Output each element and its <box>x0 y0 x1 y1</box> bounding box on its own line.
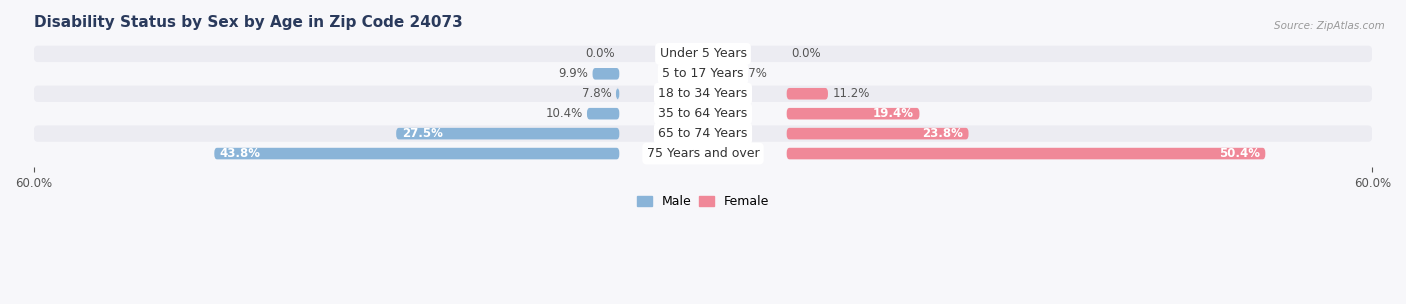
FancyBboxPatch shape <box>592 68 619 80</box>
Text: 43.8%: 43.8% <box>219 147 262 160</box>
FancyBboxPatch shape <box>34 85 1372 102</box>
Text: 7.8%: 7.8% <box>582 87 612 100</box>
FancyBboxPatch shape <box>703 68 733 80</box>
Text: 2.7%: 2.7% <box>738 67 768 80</box>
Text: Disability Status by Sex by Age in Zip Code 24073: Disability Status by Sex by Age in Zip C… <box>34 15 463 30</box>
FancyBboxPatch shape <box>214 148 619 159</box>
FancyBboxPatch shape <box>34 126 1372 142</box>
Text: 75 Years and over: 75 Years and over <box>647 147 759 160</box>
Text: 9.9%: 9.9% <box>558 67 588 80</box>
FancyBboxPatch shape <box>787 108 920 119</box>
Text: 10.4%: 10.4% <box>546 107 582 120</box>
Text: 0.0%: 0.0% <box>792 47 821 60</box>
Text: 5 to 17 Years: 5 to 17 Years <box>662 67 744 80</box>
Text: 50.4%: 50.4% <box>1219 147 1260 160</box>
FancyBboxPatch shape <box>787 148 1265 159</box>
FancyBboxPatch shape <box>396 128 619 140</box>
Text: 19.4%: 19.4% <box>873 107 914 120</box>
Text: 11.2%: 11.2% <box>832 87 870 100</box>
Text: Under 5 Years: Under 5 Years <box>659 47 747 60</box>
FancyBboxPatch shape <box>787 88 828 99</box>
Text: 18 to 34 Years: 18 to 34 Years <box>658 87 748 100</box>
Text: 23.8%: 23.8% <box>922 127 963 140</box>
FancyBboxPatch shape <box>34 46 1372 62</box>
FancyBboxPatch shape <box>787 128 969 140</box>
FancyBboxPatch shape <box>616 88 619 99</box>
FancyBboxPatch shape <box>34 66 1372 82</box>
Text: Source: ZipAtlas.com: Source: ZipAtlas.com <box>1274 21 1385 31</box>
Text: 0.0%: 0.0% <box>585 47 614 60</box>
FancyBboxPatch shape <box>586 108 619 119</box>
FancyBboxPatch shape <box>34 145 1372 162</box>
Text: 65 to 74 Years: 65 to 74 Years <box>658 127 748 140</box>
Legend: Male, Female: Male, Female <box>631 190 775 213</box>
Text: 35 to 64 Years: 35 to 64 Years <box>658 107 748 120</box>
FancyBboxPatch shape <box>34 105 1372 122</box>
Text: 27.5%: 27.5% <box>402 127 443 140</box>
